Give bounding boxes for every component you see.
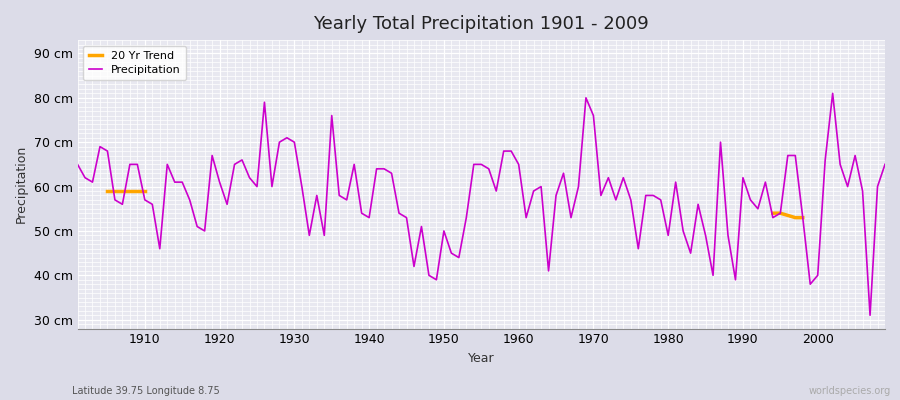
Precipitation — [72, 162, 83, 167]
Title: Yearly Total Precipitation 1901 - 2009: Yearly Total Precipitation 1901 - 2009 — [313, 15, 649, 33]
20 Yr Trend — [102, 189, 112, 194]
Precipitation — [296, 184, 307, 189]
Precipitation — [513, 162, 524, 167]
Line: Precipitation: Precipitation — [77, 93, 885, 315]
Y-axis label: Precipitation: Precipitation — [15, 145, 28, 224]
Precipitation — [879, 162, 890, 167]
Text: worldspecies.org: worldspecies.org — [809, 386, 891, 396]
Precipitation — [341, 198, 352, 202]
20 Yr Trend — [124, 189, 135, 194]
Precipitation — [827, 91, 838, 96]
20 Yr Trend — [140, 189, 150, 194]
Precipitation — [132, 162, 143, 167]
20 Yr Trend — [110, 189, 121, 194]
Precipitation — [506, 149, 517, 154]
Precipitation — [865, 313, 876, 318]
20 Yr Trend — [132, 189, 143, 194]
Precipitation — [603, 175, 614, 180]
20 Yr Trend — [117, 189, 128, 194]
Legend: 20 Yr Trend, Precipitation: 20 Yr Trend, Precipitation — [83, 46, 186, 80]
X-axis label: Year: Year — [468, 352, 495, 365]
Text: Latitude 39.75 Longitude 8.75: Latitude 39.75 Longitude 8.75 — [72, 386, 220, 396]
